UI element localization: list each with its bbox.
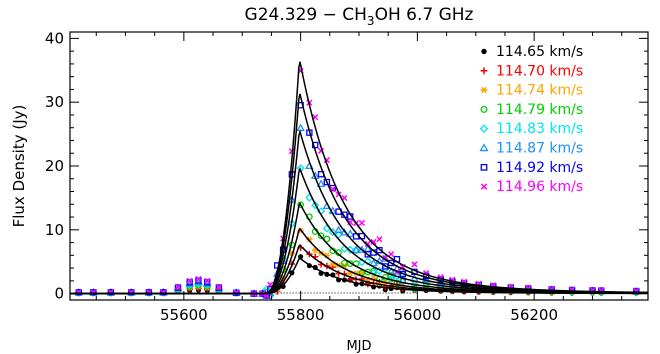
data-point [297,201,304,209]
legend-label: 114.74 km/s [496,83,583,99]
y-tick-label: 20 [45,157,64,175]
legend-marker [480,86,488,94]
data-point [369,268,378,277]
legend: 114.65 km/s 114.70 km/s 114.74 km/s 114.79 … [479,44,583,195]
y-axis-title: Flux Density (Jy) [10,105,28,228]
data-point [376,236,383,243]
legend-marker [480,183,488,190]
data-point [358,219,366,227]
data-point [364,251,371,258]
legend-label: 114.65 km/s [496,44,583,60]
data-point [204,277,211,284]
legend-entry-8: 114.96 km/s [480,179,583,195]
data-point [364,240,371,247]
data-point [194,277,203,286]
legend-entry-1: 114.65 km/s [481,44,583,60]
data-point [174,283,182,290]
model-curves [70,61,649,295]
legend-label: 114.79 km/s [496,102,583,118]
legend-entry-4: 114.79 km/s [480,102,583,118]
data-point [215,283,222,290]
chart-title: G24.329 − CH3OH 6.7 GHz [245,5,474,28]
legend-entry-3: 114.74 km/s [480,83,583,99]
x-tick-label: 55800 [277,306,325,324]
data-point [386,274,396,284]
legend-marker [479,143,489,152]
legend-entry-5: 114.83 km/s [479,121,583,137]
data-point [195,275,202,283]
legend-label: 114.96 km/s [496,179,583,195]
data-point [128,289,135,296]
x-tick-label: 55600 [160,306,208,324]
data-point [316,179,326,187]
data-point [363,257,372,266]
data-point [145,289,153,296]
legend-marker [480,163,488,171]
data-point [328,227,337,237]
data-point [311,201,320,210]
legend-entry-7: 114.92 km/s [480,160,583,176]
data-point [357,245,367,253]
data-point [387,259,395,267]
legend-entry-2: 114.70 km/s [480,63,583,79]
data-point [280,283,286,290]
x-axis-title: MJD [346,339,371,354]
data-point [215,284,223,291]
data-point [388,250,395,258]
data-point [323,178,331,186]
chart-title-main: G24.329 − CH [245,5,367,25]
legend-label: 114.83 km/s [496,121,583,137]
data-point [376,246,383,254]
y-tick-label: 0 [54,285,64,303]
data-point [107,289,115,296]
legend-label: 114.70 km/s [496,63,583,79]
legend-marker [481,48,487,55]
legend-marker [479,124,489,134]
data-point [323,235,331,243]
legend-marker [480,105,488,113]
data-point [411,261,418,268]
legend-marker [480,67,488,75]
data-point [334,225,343,234]
legend-entry-6: 114.87 km/s [479,141,583,157]
y-tick-label: 30 [45,93,64,111]
title-group: G24.329 − CH3OH 6.7 GHz [245,5,474,28]
data-point [317,232,325,240]
data-point [369,258,378,267]
model-curve-8 [70,61,649,295]
data-point [186,277,193,284]
x-tick-label: 56000 [394,306,442,324]
data-point [334,230,343,239]
chart-title-suffix: OH 6.7 GHz [375,5,474,25]
data-point [351,245,361,254]
data-point [186,279,193,286]
data-point [296,123,305,132]
legend-label: 114.92 km/s [496,160,583,176]
y-tick-label: 10 [45,221,64,239]
legend-label: 114.87 km/s [496,141,583,157]
axes: 55600 55800 56000 56200 0 10 20 30 40 [45,29,649,324]
data-point [375,266,384,276]
data-point [351,245,361,255]
data-point [233,289,240,296]
y-tick-label: 40 [45,29,64,47]
data-point [312,141,319,149]
data-point [370,238,377,245]
data-point [287,219,296,228]
chart-title-subscript: 3 [367,14,375,28]
data-point [75,289,82,296]
data-point [203,279,211,286]
x-tick-label: 56200 [510,306,558,324]
data-point [160,289,167,296]
data-point [345,229,355,237]
data-point [174,284,182,291]
data-point [90,289,97,296]
